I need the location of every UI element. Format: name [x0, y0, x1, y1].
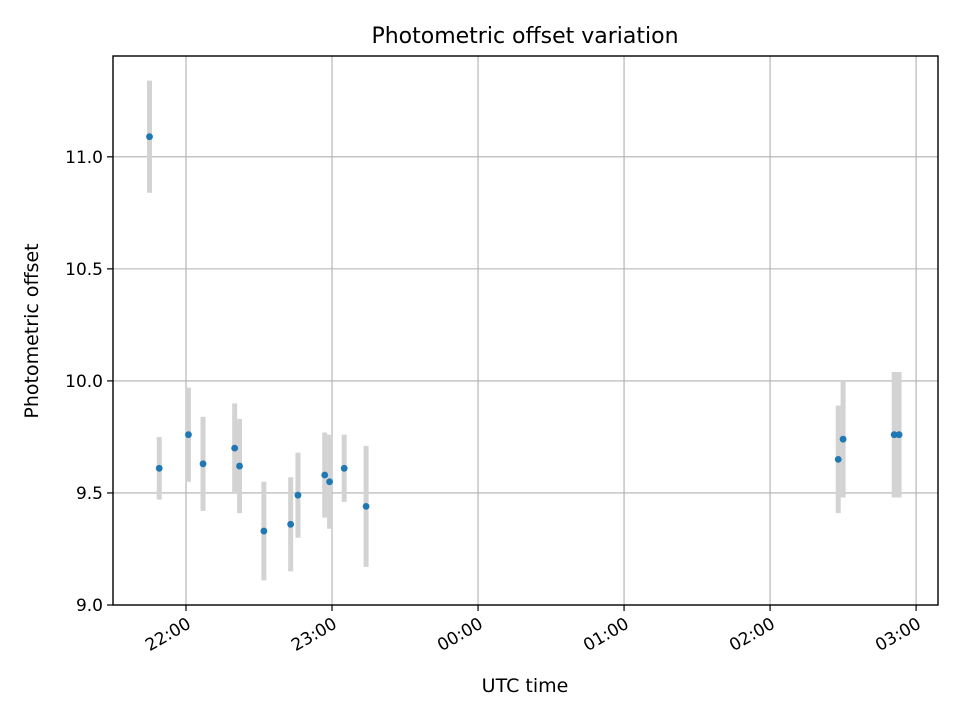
data-point — [340, 464, 348, 472]
y-axis-label: Photometric offset — [21, 243, 43, 418]
x-tick-label: 22:00 — [142, 614, 194, 656]
data-point — [287, 520, 295, 528]
plot-frame — [112, 55, 939, 606]
x-tick-label: 01:00 — [580, 614, 632, 656]
data-point — [199, 460, 207, 468]
chart-title: Photometric offset variation — [371, 24, 678, 49]
grid-lines — [113, 56, 938, 606]
y-tick-label: 9.5 — [76, 484, 103, 504]
y-tick-label: 10.0 — [65, 372, 103, 392]
x-tick-label: 23:00 — [288, 614, 340, 656]
data-point — [834, 455, 842, 463]
y-tick-label: 10.5 — [65, 260, 103, 280]
data-point — [895, 431, 903, 439]
x-tick-label: 03:00 — [872, 614, 924, 656]
data-point — [231, 444, 239, 452]
data-point — [839, 435, 847, 443]
data-point — [362, 503, 370, 510]
data-point — [260, 527, 268, 535]
data-point — [326, 478, 333, 486]
data-point — [321, 471, 329, 479]
data-point — [236, 462, 243, 470]
data-point — [146, 133, 153, 141]
data-point — [294, 491, 302, 499]
axis-ticks: 22:00 23:00 00:00 01:00 02:00 03:00 9.0 9.5 10.0… — [65, 148, 924, 656]
error-bars — [147, 80, 902, 581]
data-point — [155, 464, 163, 472]
y-tick-label: 9.0 — [76, 596, 103, 616]
data-point — [185, 431, 192, 439]
data-point — [890, 431, 898, 439]
x-tick-label: 02:00 — [726, 614, 778, 656]
data-points — [146, 133, 903, 535]
y-tick-label: 11.0 — [65, 148, 103, 168]
x-axis-label: UTC time — [482, 675, 569, 697]
x-tick-label: 00:00 — [434, 614, 486, 656]
